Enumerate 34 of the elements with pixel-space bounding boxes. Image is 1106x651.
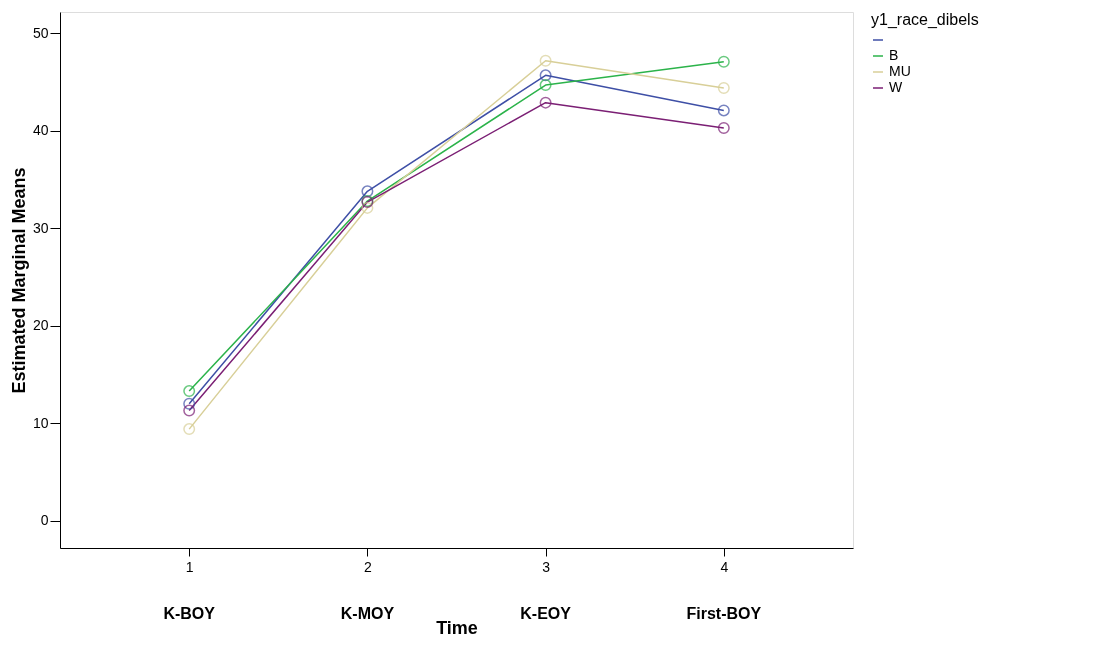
- legend-label: W: [889, 79, 903, 95]
- legend-label: MU: [889, 63, 911, 79]
- point: [361, 185, 374, 198]
- point: [717, 55, 730, 68]
- y-tick-label: 0: [40, 512, 49, 529]
- point: [183, 404, 196, 417]
- x-tick-label: 3: [542, 558, 551, 575]
- point: [361, 201, 374, 214]
- x-tick-label: 2: [364, 558, 372, 575]
- point: [183, 397, 196, 410]
- y-tick-label: 40: [32, 122, 49, 139]
- point: [539, 69, 552, 82]
- x-axis-title: Time: [436, 617, 478, 638]
- y-tick-label: 50: [32, 24, 49, 41]
- text: First-BOY: [686, 605, 762, 622]
- text: K-MOY: [340, 605, 395, 622]
- y-axis-title: Estimated Marginal Means: [8, 167, 29, 394]
- point: [717, 121, 730, 134]
- legend-title: y1_race_dibels: [871, 11, 979, 29]
- y-tick-label: 30: [32, 219, 49, 236]
- point: [539, 54, 552, 67]
- point: [539, 96, 552, 109]
- x-tick-label: 4: [720, 558, 729, 575]
- text: K-EOY: [520, 605, 572, 622]
- text: K-BOY: [163, 605, 216, 622]
- point: [539, 79, 552, 92]
- point: [717, 104, 730, 117]
- point: [183, 423, 196, 436]
- legend-label: B: [889, 47, 899, 63]
- y-tick-label: 10: [32, 414, 49, 431]
- y-tick-label: 20: [32, 317, 49, 334]
- point: [183, 385, 196, 398]
- x-tick-label: 1: [185, 558, 194, 575]
- point: [717, 82, 730, 94]
